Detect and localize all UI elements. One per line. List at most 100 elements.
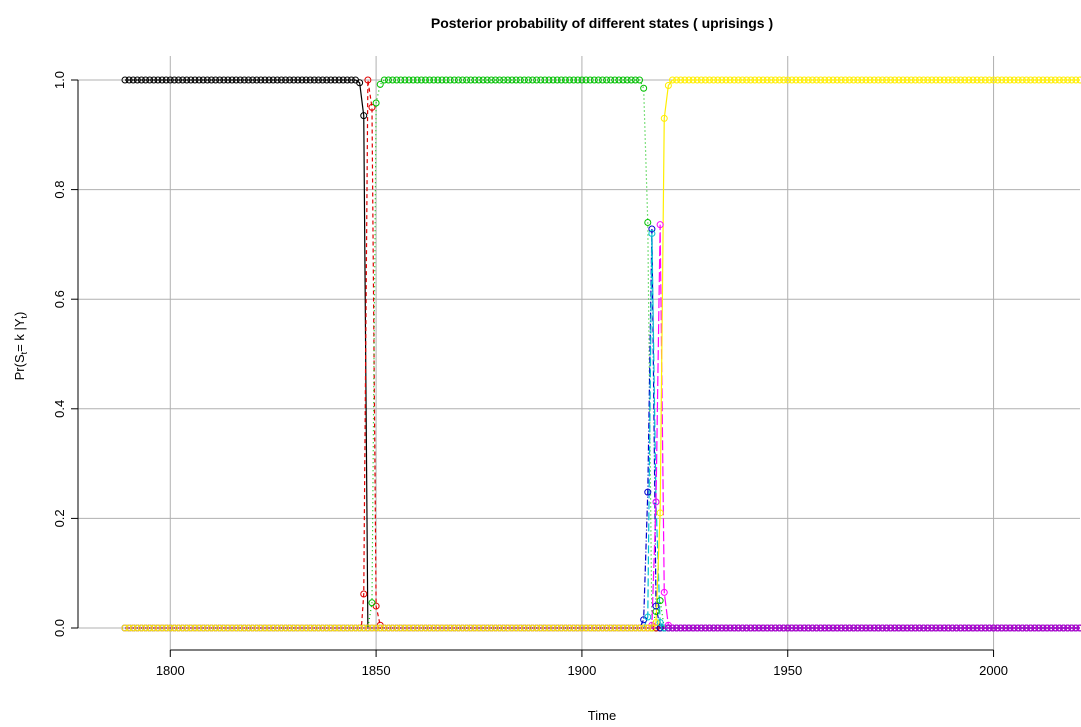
series-7-point — [1060, 76, 1068, 84]
series-7-point — [401, 624, 409, 632]
series-7-point — [780, 76, 788, 84]
series-1-point — [228, 76, 236, 84]
series-7-point — [883, 76, 891, 84]
series-7-point — [668, 76, 676, 84]
series-7-point — [360, 624, 368, 632]
series-7-point — [973, 76, 981, 84]
series-1-point — [129, 76, 137, 84]
series-1-point — [220, 76, 228, 84]
series-8-point — [924, 624, 932, 632]
series-1-point — [142, 76, 150, 84]
series-8-point — [1035, 624, 1043, 632]
series-7-point — [442, 624, 450, 632]
series-markers-7 — [121, 76, 1081, 632]
series-7-point — [833, 76, 841, 84]
series-7-point — [640, 624, 648, 632]
series-1-point — [310, 76, 318, 84]
series-3-point — [426, 76, 434, 84]
series-7-point — [352, 624, 360, 632]
series-7-point — [290, 624, 298, 632]
series-7-point — [232, 624, 240, 632]
series-7-point — [339, 624, 347, 632]
series-1-point — [162, 76, 170, 84]
series-1-point — [232, 76, 240, 84]
series-7-point — [454, 624, 462, 632]
series-3-point — [512, 76, 520, 84]
series-8-point — [763, 624, 771, 632]
series-8-point — [957, 624, 965, 632]
series-7-point — [212, 624, 220, 632]
series-7-point — [298, 624, 306, 632]
series-7-point — [426, 624, 434, 632]
series-8-point — [858, 624, 866, 632]
series-7-point — [924, 76, 932, 84]
y-tick-label-0.4: 0.4 — [52, 400, 67, 418]
series-1-point — [125, 76, 133, 84]
series-7-point — [327, 624, 335, 632]
series-7-point — [434, 624, 442, 632]
series-7-point — [335, 624, 343, 632]
series-7-point — [570, 624, 578, 632]
series-8-point — [990, 624, 998, 632]
series-3-point — [529, 76, 537, 84]
series-3-point — [590, 76, 598, 84]
series-7-point — [520, 624, 528, 632]
series-7-point — [961, 76, 969, 84]
series-3-point — [504, 76, 512, 84]
series-7-point — [512, 624, 520, 632]
series-7-point — [590, 624, 598, 632]
series-7-point — [701, 76, 709, 84]
series-3-point — [578, 76, 586, 84]
series-7-point — [491, 624, 499, 632]
series-7-point — [566, 624, 574, 632]
series-7-point — [656, 509, 664, 517]
series-7-point — [677, 76, 685, 84]
series-7-point — [681, 76, 689, 84]
x-tick-label-1800: 1800 — [156, 663, 185, 678]
series-7-point — [467, 624, 475, 632]
series-7-point — [479, 624, 487, 632]
series-7-point — [854, 76, 862, 84]
series-7-point — [487, 624, 495, 632]
series-line-5 — [125, 233, 1080, 629]
series-8-point — [841, 624, 849, 632]
series-1-point — [199, 76, 207, 84]
series-1-point — [343, 76, 351, 84]
series-7-point — [1031, 76, 1039, 84]
series-1-point — [282, 76, 290, 84]
series-7-point — [417, 624, 425, 632]
series-7-point — [294, 624, 302, 632]
series-8-point — [973, 624, 981, 632]
series-8-point — [1051, 624, 1059, 632]
series-7-point — [874, 76, 882, 84]
series-8-point — [961, 624, 969, 632]
series-7-point — [738, 76, 746, 84]
series-1-point — [236, 76, 244, 84]
series-7-point — [220, 624, 228, 632]
series-line-1 — [125, 79, 1080, 629]
series-8-point — [948, 624, 956, 632]
series-7-point — [1047, 76, 1055, 84]
series-1-point — [331, 76, 339, 84]
series-8-point — [821, 624, 829, 632]
series-8-point — [751, 624, 759, 632]
series-8-point — [994, 624, 1002, 632]
series-7-point — [911, 76, 919, 84]
series-3-point — [508, 76, 516, 84]
series-7-point — [187, 624, 195, 632]
series-7-point — [508, 624, 516, 632]
series-3-point — [607, 76, 615, 84]
series-8-point — [845, 624, 853, 632]
series-7-point — [541, 624, 549, 632]
series-8-point — [673, 624, 681, 632]
series-3-point — [380, 76, 388, 84]
series-7-point — [314, 624, 322, 632]
series-7-point — [129, 624, 137, 632]
series-1-point — [207, 76, 215, 84]
series-7-point — [463, 624, 471, 632]
series-3-point — [623, 76, 631, 84]
series-8-point — [755, 624, 763, 632]
x-tick-label-1900: 1900 — [567, 663, 596, 678]
series-8-point — [953, 624, 961, 632]
series-7-point — [920, 76, 928, 84]
